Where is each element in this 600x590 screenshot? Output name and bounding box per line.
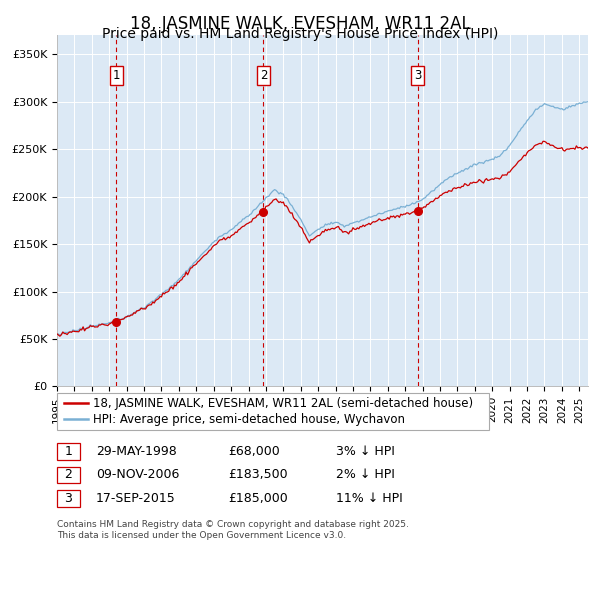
- Text: £183,500: £183,500: [228, 468, 287, 481]
- Text: 2: 2: [260, 69, 267, 82]
- Text: 2: 2: [64, 468, 73, 481]
- Text: 1: 1: [113, 69, 120, 82]
- Text: 3: 3: [64, 492, 73, 505]
- Text: 09-NOV-2006: 09-NOV-2006: [96, 468, 179, 481]
- Text: 3: 3: [414, 69, 421, 82]
- Text: 2% ↓ HPI: 2% ↓ HPI: [336, 468, 395, 481]
- Text: Price paid vs. HM Land Registry's House Price Index (HPI): Price paid vs. HM Land Registry's House …: [102, 27, 498, 41]
- Text: 3% ↓ HPI: 3% ↓ HPI: [336, 445, 395, 458]
- Text: £68,000: £68,000: [228, 445, 280, 458]
- Text: 17-SEP-2015: 17-SEP-2015: [96, 492, 176, 505]
- Text: HPI: Average price, semi-detached house, Wychavon: HPI: Average price, semi-detached house,…: [93, 413, 405, 426]
- Text: 11% ↓ HPI: 11% ↓ HPI: [336, 492, 403, 505]
- Text: Contains HM Land Registry data © Crown copyright and database right 2025.
This d: Contains HM Land Registry data © Crown c…: [57, 520, 409, 540]
- Text: 18, JASMINE WALK, EVESHAM, WR11 2AL: 18, JASMINE WALK, EVESHAM, WR11 2AL: [130, 15, 470, 33]
- Text: 1: 1: [64, 445, 73, 458]
- Text: 29-MAY-1998: 29-MAY-1998: [96, 445, 177, 458]
- Text: £185,000: £185,000: [228, 492, 288, 505]
- Text: 18, JASMINE WALK, EVESHAM, WR11 2AL (semi-detached house): 18, JASMINE WALK, EVESHAM, WR11 2AL (sem…: [93, 396, 473, 409]
